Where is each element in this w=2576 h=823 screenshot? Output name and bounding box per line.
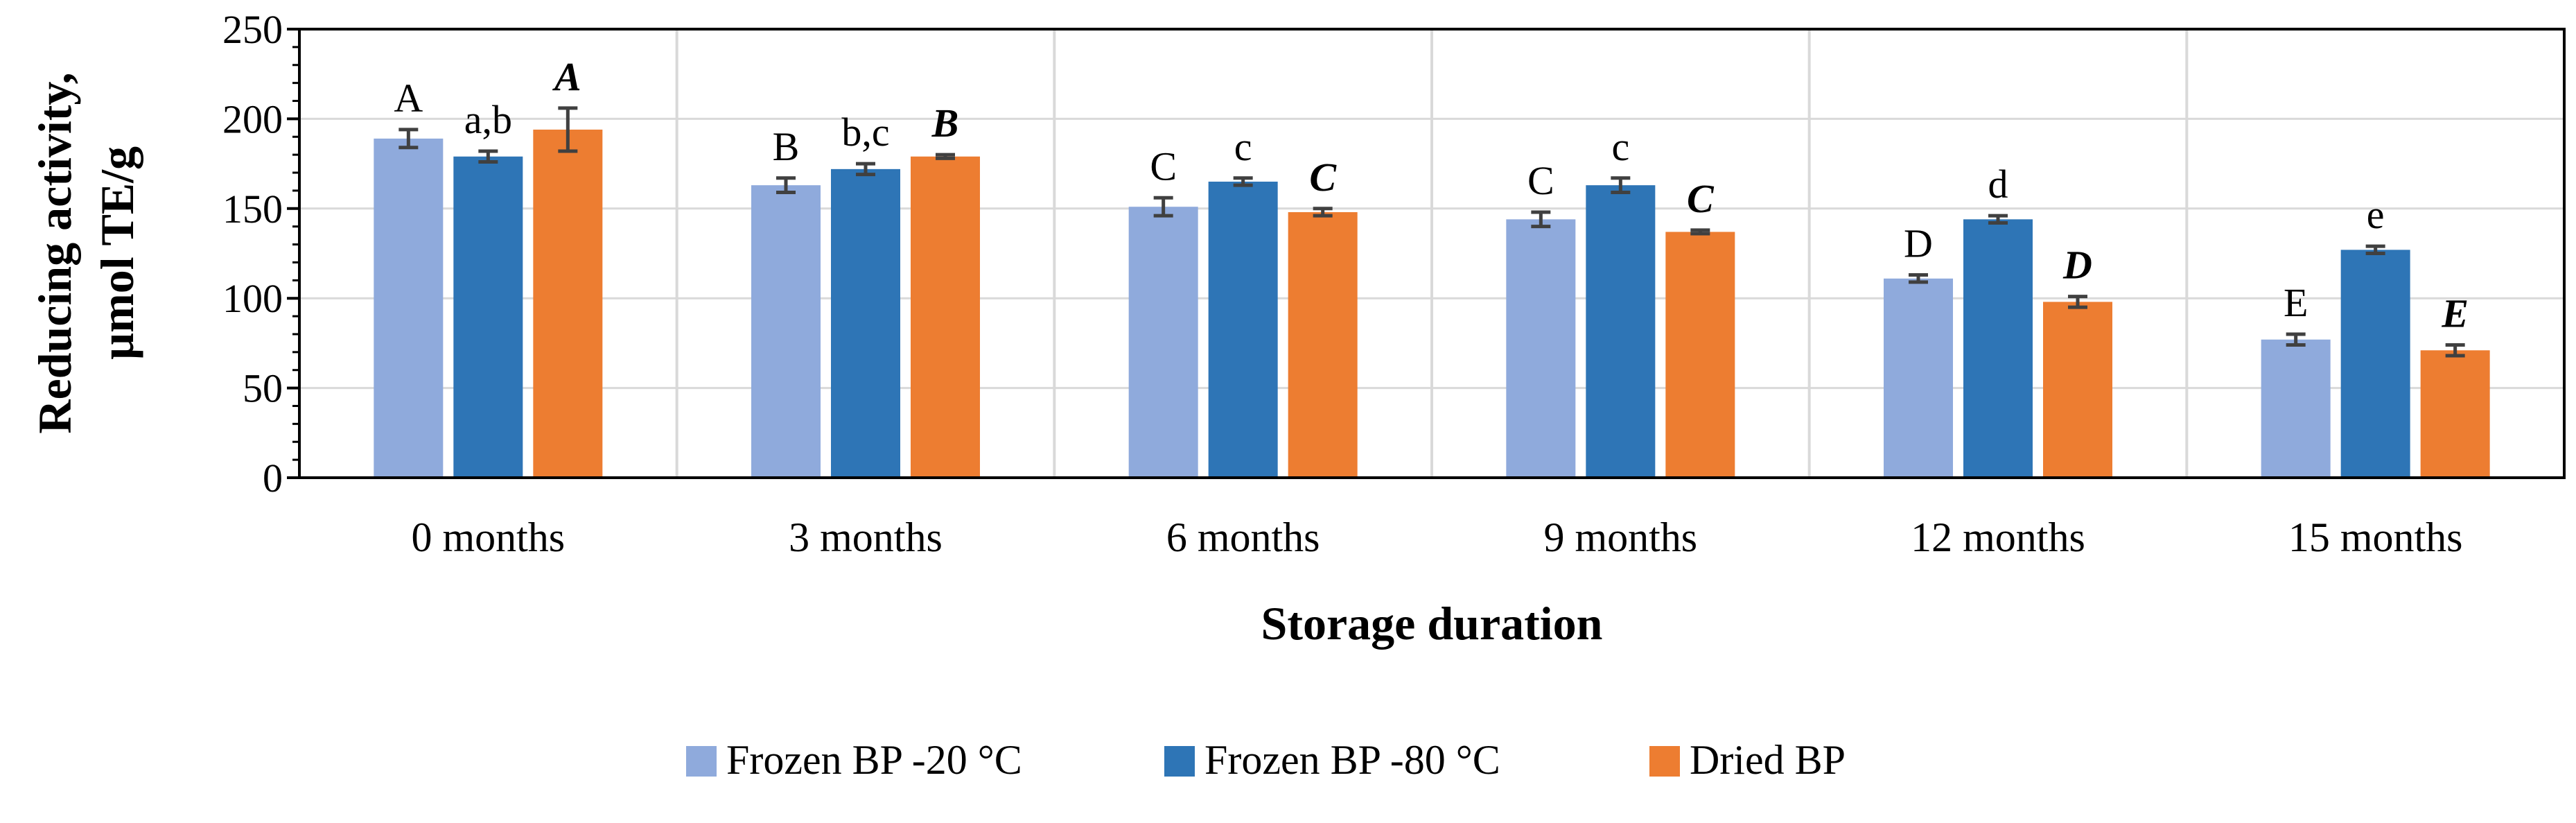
significance-letter: C xyxy=(1150,144,1177,189)
y-tick-label: 50 xyxy=(243,366,283,411)
significance-letter: C xyxy=(1309,155,1337,200)
significance-letter: c xyxy=(1234,124,1252,169)
x-tick-label: 12 months xyxy=(1911,514,2085,560)
significance-letter: C xyxy=(1527,158,1554,203)
y-axis-title-line-2: µmol TE/g xyxy=(91,146,143,360)
y-tick-label: 0 xyxy=(263,456,283,501)
significance-letter: D xyxy=(1904,221,1933,266)
legend: Frozen BP -20 °C Frozen BP -80 °C Dried BP xyxy=(686,737,1846,783)
significance-letter: b,c xyxy=(841,110,889,155)
y-tick-label: 250 xyxy=(222,7,283,52)
bar xyxy=(1586,185,1656,478)
y-axis-ticks: 0 50 100 150 200 250 xyxy=(222,7,299,501)
bar xyxy=(1963,219,2033,478)
significance-letter: A xyxy=(394,76,423,121)
bar xyxy=(1665,232,1735,478)
category-separators xyxy=(675,29,2189,478)
significance-letter: D xyxy=(2062,243,2092,288)
y-axis-title: Reducing activity, µmol TE/g xyxy=(28,72,143,433)
x-tick-label: 9 months xyxy=(1543,514,1697,560)
bar xyxy=(751,185,821,478)
significance-letter: d xyxy=(1988,162,2008,207)
legend-label: Dried BP xyxy=(1690,737,1846,783)
bar xyxy=(1208,181,1278,478)
legend-swatch xyxy=(686,746,717,777)
significance-letter: e xyxy=(2367,192,2385,237)
y-tick-label: 100 xyxy=(222,276,283,321)
y-tick-label: 200 xyxy=(222,96,283,141)
y-axis-title-line-1: Reducing activity, xyxy=(28,72,81,433)
significance-letter: B xyxy=(931,101,959,146)
y-tick-label: 150 xyxy=(222,187,283,232)
significance-letter: A xyxy=(552,54,581,99)
bar xyxy=(1128,207,1198,478)
bar xyxy=(911,156,980,478)
x-tick-label: 6 months xyxy=(1166,514,1320,560)
bar xyxy=(831,168,900,478)
plot-frame xyxy=(298,28,2566,479)
bar xyxy=(2043,302,2112,478)
legend-label: Frozen BP -20 °C xyxy=(726,737,1022,783)
significance-letter: c xyxy=(1611,124,1629,169)
bar xyxy=(1506,219,1576,478)
legend-swatch xyxy=(1164,746,1195,777)
bar xyxy=(374,138,444,478)
significance-letter: E xyxy=(2284,280,2308,325)
bar xyxy=(453,156,523,478)
bar xyxy=(2340,250,2410,478)
error-bars xyxy=(398,106,2465,358)
bar xyxy=(1884,278,1953,478)
significance-letter: C xyxy=(1687,176,1715,221)
x-tick-label: 3 months xyxy=(789,514,943,560)
legend-label: Frozen BP -80 °C xyxy=(1204,737,1500,783)
bar xyxy=(1288,211,1358,478)
bar xyxy=(2261,339,2331,478)
bars xyxy=(374,129,2490,478)
x-tick-label: 15 months xyxy=(2288,514,2463,560)
significance-letter: a,b xyxy=(464,97,512,142)
bar xyxy=(533,129,603,478)
legend-swatch xyxy=(1649,746,1680,777)
significance-letter: B xyxy=(773,124,800,169)
x-axis-labels: 0 months 3 months 6 months 9 months 12 month… xyxy=(411,514,2462,560)
bar xyxy=(2420,350,2490,478)
x-tick-label: 0 months xyxy=(411,514,565,560)
significance-letter: E xyxy=(2441,291,2469,336)
x-axis-title: Storage duration xyxy=(1261,597,1603,650)
